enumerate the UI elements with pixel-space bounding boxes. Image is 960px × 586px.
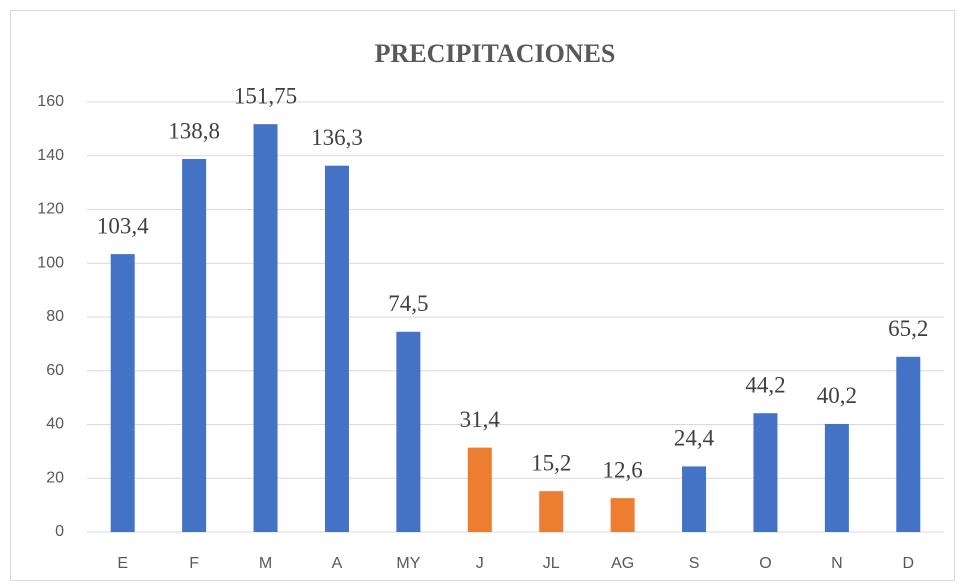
y-tick-label: 20 [46,469,64,486]
y-tick-label: 160 [37,93,64,110]
bar [824,423,849,532]
bar [324,165,349,532]
x-tick-label: AG [611,555,634,572]
y-tick-label: 0 [55,523,64,540]
data-label: 103,4 [97,213,149,238]
bar [539,491,564,532]
y-tick-label: 80 [46,308,64,325]
data-label: 136,3 [311,125,363,150]
data-label: 24,4 [674,426,715,451]
x-tick-label: D [903,555,915,572]
y-tick-label: 140 [37,147,64,164]
x-tick-label: S [689,555,700,572]
bar [396,331,421,532]
x-tick-label: JL [543,555,560,572]
bar [253,124,278,532]
bar [753,413,778,532]
chart-title: PRECIPITACIONES [375,39,616,68]
x-tick-label: E [117,555,128,572]
x-tick-label: J [476,555,484,572]
data-label: 74,5 [388,291,428,316]
bar [110,254,135,533]
data-label: 31,4 [460,407,501,432]
data-label: 65,2 [888,316,928,341]
data-label: 151,75 [234,83,297,108]
data-label: 40,2 [817,383,857,408]
y-tick-label: 100 [37,254,64,271]
y-tick-label: 40 [46,416,64,433]
x-tick-label: M [259,555,272,572]
bar [467,447,492,532]
data-label: 15,2 [531,450,571,475]
bar [182,158,207,532]
bar [610,498,635,532]
x-tick-label: O [759,555,771,572]
data-label: 44,2 [745,372,785,397]
x-tick-label: N [831,555,843,572]
x-tick-label: F [189,555,199,572]
bar [682,466,707,532]
data-label: 138,8 [168,118,220,143]
data-label: 12,6 [603,457,643,482]
y-tick-label: 60 [46,362,64,379]
x-tick-label: MY [396,555,420,572]
y-tick-label: 120 [37,201,64,218]
bar [896,356,921,532]
x-tick-label: A [332,555,343,572]
